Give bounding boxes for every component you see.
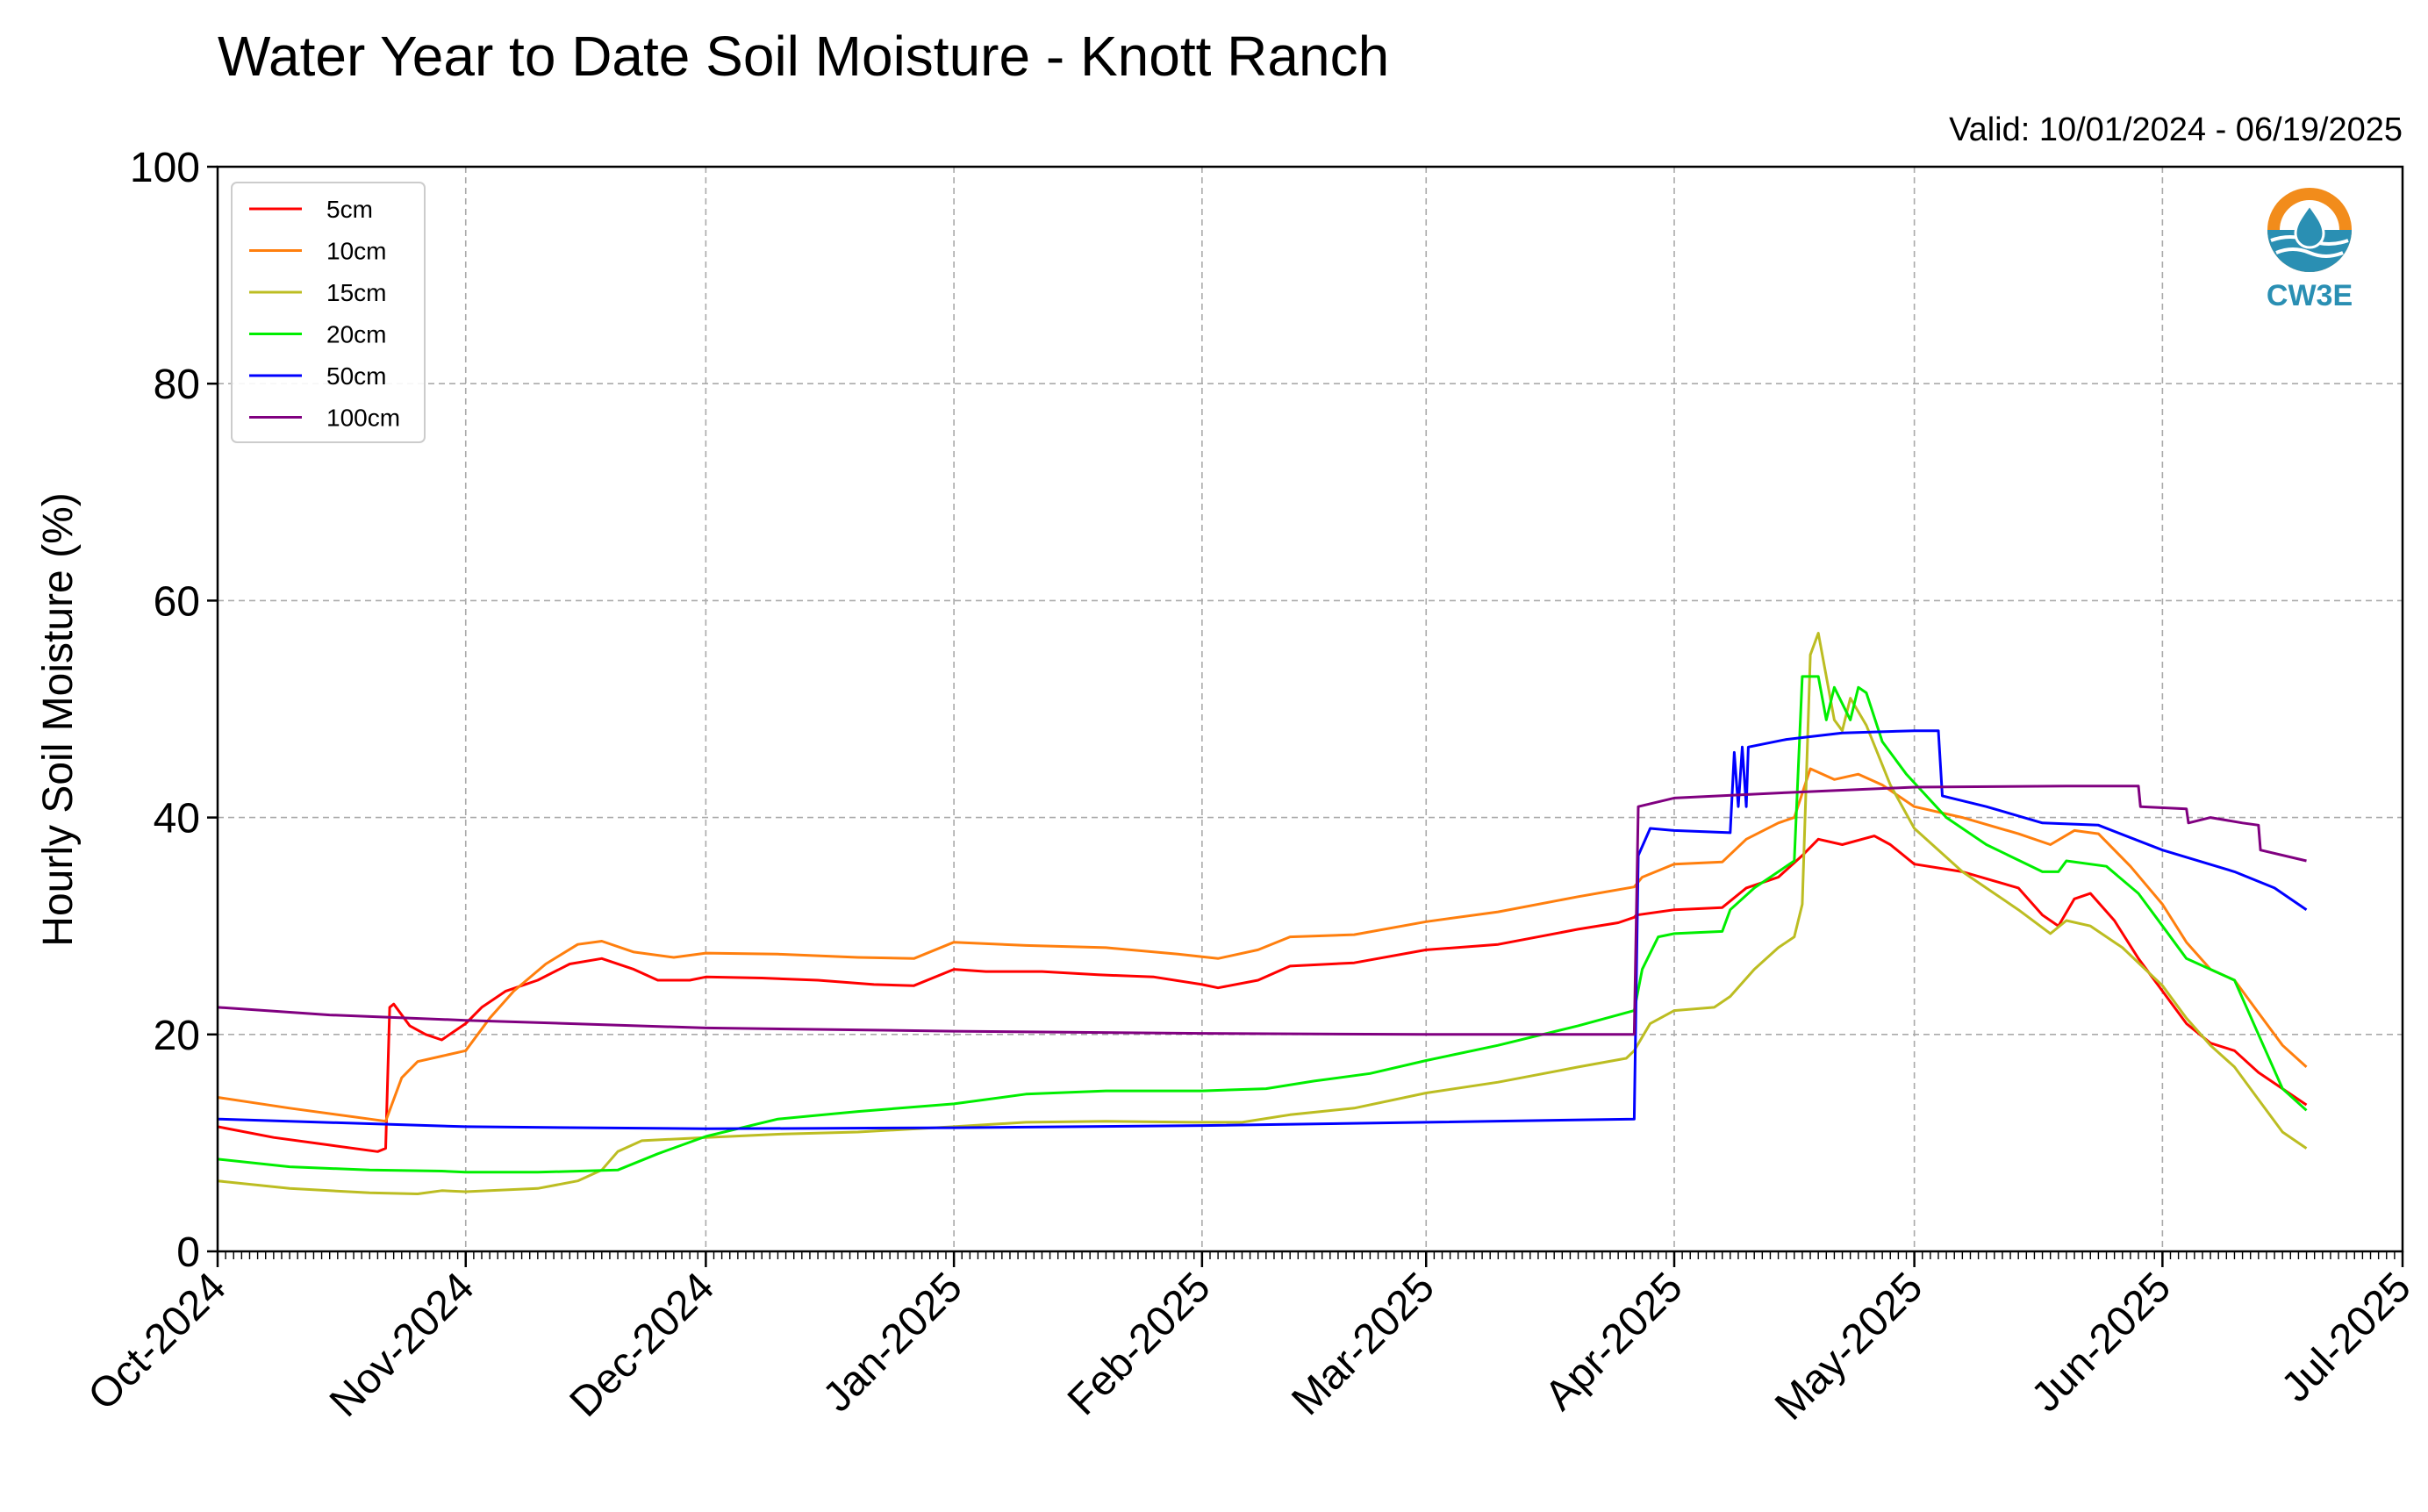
y-tick-labels: 0 20 40 60 80 100 <box>130 145 200 1276</box>
plot-frame <box>216 165 2404 1253</box>
legend-label-20cm: 20cm <box>326 321 386 348</box>
x-tick-label: Feb-2025 <box>1059 1264 1220 1424</box>
series-line-5cm <box>217 835 2308 1153</box>
legend-items: 5cm 10cm 15cm 20cm 50cm 100cm <box>249 196 400 432</box>
cw3e-logo: CW3E <box>2267 188 2353 312</box>
valid-date-range: Valid: 10/01/2024 - 06/19/2025 <box>1949 111 2403 148</box>
y-tick-label: 100 <box>130 145 200 191</box>
y-tick-label: 0 <box>176 1229 200 1276</box>
x-tick-label: Nov-2024 <box>321 1264 483 1426</box>
y-tick-label: 80 <box>154 362 200 408</box>
x-tick-label: Jun-2025 <box>2023 1264 2180 1421</box>
series-line-50cm <box>217 729 2308 1130</box>
legend-label-50cm: 50cm <box>326 362 386 390</box>
legend-label-15cm: 15cm <box>326 279 386 306</box>
legend-box <box>231 182 426 443</box>
series-line-100cm <box>217 785 2307 1036</box>
logo-text: CW3E <box>2267 279 2353 312</box>
y-tick-label: 40 <box>154 796 200 842</box>
series-line-10cm <box>217 767 2308 1123</box>
series-line-15cm <box>217 632 2308 1195</box>
x-tick-label: Jan-2025 <box>814 1264 971 1421</box>
series-line-20cm <box>217 675 2308 1174</box>
x-tick-label: Apr-2025 <box>1536 1264 1692 1419</box>
x-tick-label: May-2025 <box>1766 1264 1931 1429</box>
y-tick-label: 60 <box>154 578 200 625</box>
legend-label-5cm: 5cm <box>326 196 373 223</box>
x-tick-label: Jul-2025 <box>2273 1264 2420 1411</box>
x-tick-label: Dec-2024 <box>562 1264 724 1426</box>
y-tick-label: 20 <box>154 1013 200 1059</box>
legend-label-10cm: 10cm <box>326 238 386 265</box>
x-tick-labels: Oct-2024 Nov-2024 Dec-2024 Jan-2025 Feb-2025… <box>80 1264 2420 1429</box>
y-axis-label: Hourly Soil Moisture (%) <box>35 492 82 946</box>
chart-title: Water Year to Date Soil Moisture - Knott… <box>218 25 1389 88</box>
grid-lines <box>218 167 2403 1251</box>
legend-label-100cm: 100cm <box>326 405 400 432</box>
axis-ticks <box>207 165 2404 1267</box>
series-lines <box>217 632 2308 1195</box>
x-tick-label: Oct-2024 <box>80 1264 235 1419</box>
water-drop-icon <box>2294 203 2325 249</box>
legend: 5cm 10cm 15cm 20cm 50cm 100cm <box>231 182 426 443</box>
x-tick-label: Mar-2025 <box>1283 1264 1443 1424</box>
